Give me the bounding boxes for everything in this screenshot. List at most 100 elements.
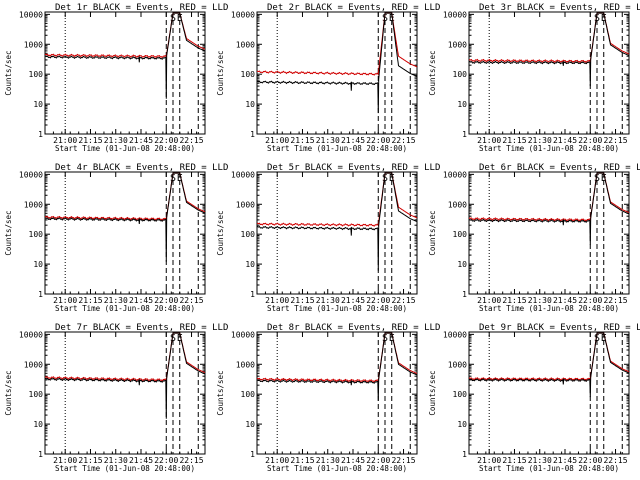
x-axis-label: Start Time (01-Jun-08 20:48:00) (55, 144, 195, 153)
y-tick-label: 1 (462, 450, 467, 459)
marker-e: E (389, 173, 395, 184)
x-tick-label: 21:15 (290, 456, 314, 465)
y-tick-label: 1 (250, 290, 255, 299)
y-tick-label: 100 (241, 390, 256, 399)
chart-title: Det 7r BLACK = Events, RED = LLD (55, 323, 228, 333)
x-axis-label: Start Time (01-Jun-08 20:48:00) (55, 464, 195, 473)
marker-s: S (594, 13, 600, 24)
chart-panel-2: Det 2r BLACK = Events, RED = LLD 1 10 100 10… (216, 3, 440, 153)
y-tick-label: 1000 (448, 200, 467, 209)
chart-panel-8: Det 8r BLACK = Events, RED = LLD 1 10 100 10… (216, 323, 440, 473)
y-tick-label: 10000 (231, 330, 255, 339)
x-tick-label: 21:00 (265, 296, 289, 305)
x-axis-label: Start Time (01-Jun-08 20:48:00) (479, 304, 619, 313)
plot-frame (256, 11, 418, 135)
marker-s: S (382, 173, 388, 184)
marker-s: S (170, 333, 176, 344)
y-tick-label: 10 (33, 260, 43, 269)
series-events-line (469, 172, 629, 245)
marker-e: E (601, 173, 607, 184)
y-tick-label: 100 (241, 70, 256, 79)
y-axis-label: Counts/sec (4, 370, 13, 415)
chart-panel-5: Det 5r BLACK = Events, RED = LLD 1 10 100 10… (216, 163, 440, 313)
x-tick-label: 22:00 (578, 296, 602, 305)
x-tick-label: 21:30 (104, 136, 128, 145)
y-tick-label: 100 (453, 390, 468, 399)
marker-e: E (177, 333, 183, 344)
x-tick-label: 21:45 (129, 136, 153, 145)
chart-title: Det 9r BLACK = Events, RED = LLD (479, 323, 640, 333)
x-tick-label: 21:00 (265, 136, 289, 145)
x-tick-label: 21:15 (502, 296, 526, 305)
y-tick-label: 10000 (19, 170, 43, 179)
plot-frame (468, 331, 630, 455)
y-tick-label: 10000 (19, 330, 43, 339)
x-tick-label: 22:15 (179, 136, 203, 145)
x-tick-label: 21:00 (477, 296, 501, 305)
chart-panel-3: Det 3r BLACK = Events, RED = LLD 1 10 100 10… (428, 3, 640, 153)
series-events-line (257, 172, 417, 271)
x-tick-label: 21:15 (502, 136, 526, 145)
series-events-line (45, 332, 205, 419)
x-axis-label: Start Time (01-Jun-08 20:48:00) (267, 464, 407, 473)
x-tick-label: 22:00 (366, 456, 390, 465)
plot-frame (256, 331, 418, 455)
y-tick-label: 1000 (236, 200, 255, 209)
x-tick-label: 22:15 (391, 456, 415, 465)
y-axis-label: Counts/sec (428, 370, 437, 415)
x-tick-label: 21:15 (502, 456, 526, 465)
series-events-line (45, 12, 205, 99)
x-tick-label: 22:15 (391, 136, 415, 145)
y-tick-label: 10 (457, 260, 467, 269)
marker-e: E (177, 173, 183, 184)
x-tick-label: 21:45 (553, 296, 577, 305)
x-tick-label: 21:45 (553, 136, 577, 145)
x-tick-label: 21:30 (316, 136, 340, 145)
y-tick-label: 100 (453, 70, 468, 79)
y-tick-label: 10 (245, 100, 255, 109)
marker-s: S (170, 13, 176, 24)
marker-s: S (382, 333, 388, 344)
x-tick-label: 21:30 (316, 296, 340, 305)
x-axis-label: Start Time (01-Jun-08 20:48:00) (267, 144, 407, 153)
chart-title: Det 2r BLACK = Events, RED = LLD (267, 3, 440, 13)
x-tick-label: 21:45 (341, 296, 365, 305)
y-tick-label: 10 (33, 420, 43, 429)
x-tick-label: 22:15 (603, 456, 627, 465)
series-events-line (469, 12, 629, 87)
x-tick-label: 21:30 (528, 296, 552, 305)
x-tick-label: 22:00 (578, 456, 602, 465)
chart-title: Det 4r BLACK = Events, RED = LLD (55, 163, 228, 173)
x-tick-label: 22:15 (603, 136, 627, 145)
x-tick-label: 21:15 (78, 456, 102, 465)
y-tick-label: 100 (29, 70, 44, 79)
x-tick-label: 21:00 (477, 136, 501, 145)
y-axis-label: Counts/sec (428, 210, 437, 255)
x-tick-label: 21:45 (341, 456, 365, 465)
y-axis-label: Counts/sec (4, 210, 13, 255)
x-tick-label: 21:45 (129, 296, 153, 305)
chart-panel-7: Det 7r BLACK = Events, RED = LLD 1 10 100 10… (4, 323, 228, 473)
chart-panel-6: Det 6r BLACK = Events, RED = LLD 1 10 100 10… (428, 163, 640, 313)
y-tick-label: 1000 (448, 360, 467, 369)
series-events-line (45, 172, 205, 262)
y-tick-label: 100 (453, 230, 468, 239)
x-axis-label: Start Time (01-Jun-08 20:48:00) (55, 304, 195, 313)
y-axis-label: Counts/sec (216, 50, 225, 95)
x-tick-label: 21:30 (528, 136, 552, 145)
x-tick-label: 21:00 (53, 136, 77, 145)
y-tick-label: 1 (38, 450, 43, 459)
y-tick-label: 100 (29, 230, 44, 239)
x-axis-label: Start Time (01-Jun-08 20:48:00) (479, 464, 619, 473)
series-events-line (469, 332, 629, 398)
x-tick-label: 21:00 (53, 456, 77, 465)
y-tick-label: 100 (29, 390, 44, 399)
y-tick-label: 1000 (448, 40, 467, 49)
y-tick-label: 1 (38, 130, 43, 139)
x-tick-label: 21:15 (290, 296, 314, 305)
chart-panel-9: Det 9r BLACK = Events, RED = LLD 1 10 100 10… (428, 323, 640, 473)
x-tick-label: 22:00 (366, 296, 390, 305)
y-tick-label: 1 (38, 290, 43, 299)
x-tick-label: 22:00 (154, 456, 178, 465)
